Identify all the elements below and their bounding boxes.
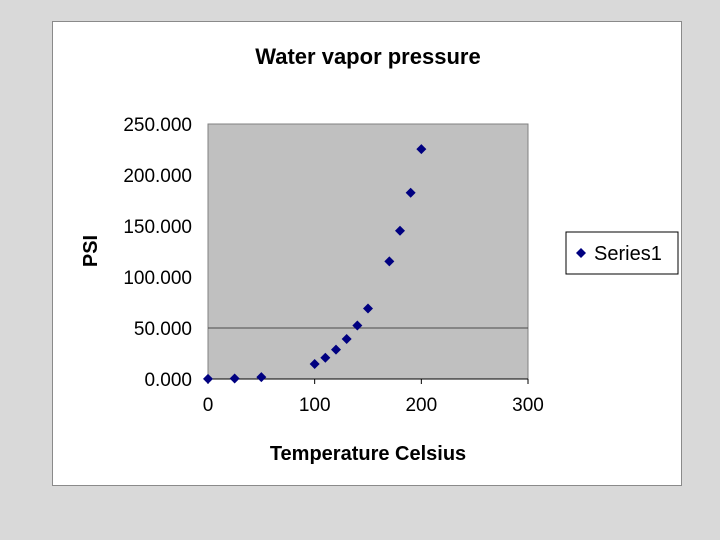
legend-label: Series1 [594,243,662,265]
data-point [256,372,267,383]
y-axis-title: PSI [80,235,102,267]
data-point [320,352,331,363]
legend-marker-diamond [576,248,586,258]
legend: Series1 [565,231,679,275]
data-point [309,359,320,370]
data-points [203,144,427,384]
x-axis-title: Temperature Celsius [270,443,466,465]
data-point [203,373,213,384]
chart-svg: 0.00050.000100.000150.000200.000250.000 … [80,44,679,465]
data-point [416,144,427,155]
data-point [341,334,352,345]
x-tick-label: 200 [405,395,437,416]
x-tick-label: 100 [299,395,331,416]
y-tick-label: 250.000 [123,115,192,136]
data-point [331,344,341,355]
x-axis-labels: 0 100 200 300 [203,395,544,416]
y-tick-label: 150.000 [123,217,192,238]
data-point [363,303,373,314]
y-tick-label: 0.000 [144,370,192,391]
data-point [229,373,240,384]
data-point [405,187,416,198]
y-tick-label: 50.000 [134,319,192,340]
data-point [395,225,405,236]
chart-title: Water vapor pressure [255,44,480,69]
x-tick-label: 0 [203,395,214,416]
y-axis-labels: 0.000 50.000 100.000 150.000 200.000 250.000 [123,115,192,391]
x-axis-ticks [207,379,529,384]
plot-area [207,123,529,380]
data-point [384,256,395,267]
y-tick-label: 100.000 [123,268,192,289]
data-point [352,320,363,331]
x-tick-label: 300 [512,395,544,416]
chart-area: 0.000 50.000 100.000 150.000 200.000 250.000 … [52,21,682,486]
y-tick-label: 200.000 [123,166,192,187]
